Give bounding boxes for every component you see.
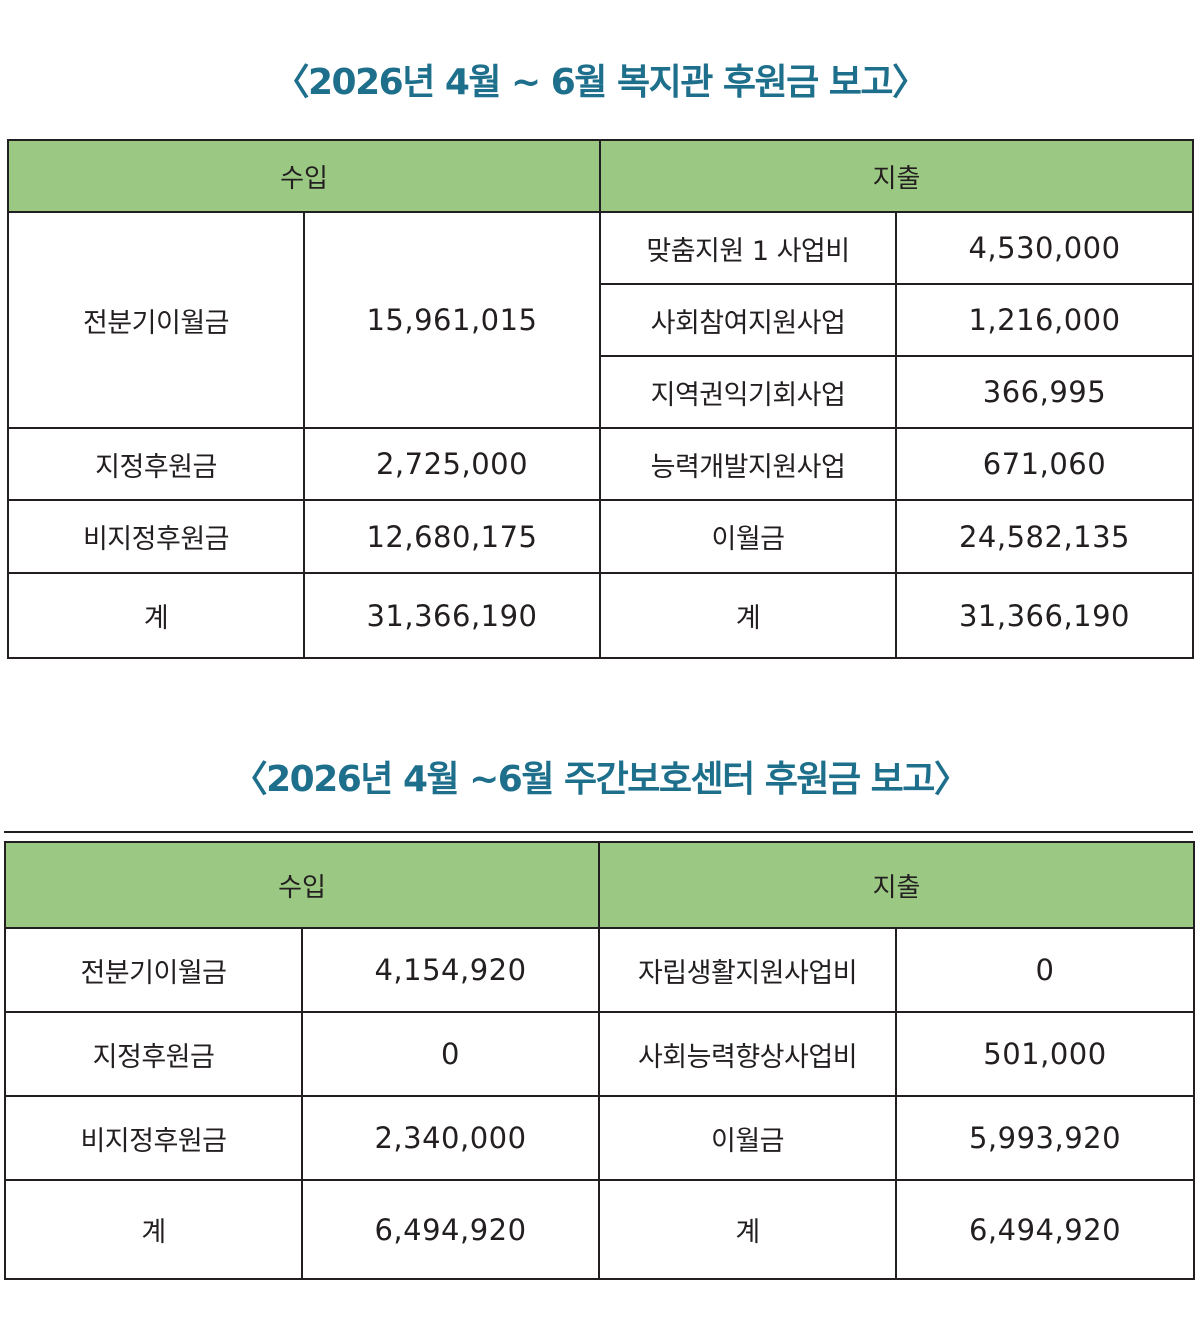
total-row: 계 31,366,190 계 31,366,190 — [7, 572, 1194, 659]
table-row: 전분기이월금 15,961,015 맞춤지원 1 사업비 4,530,000 — [7, 211, 1194, 429]
total-row: 계 6,494,920 계 6,494,920 — [4, 1179, 1195, 1280]
table-row: 전분기이월금 4,154,920 자립생활지원사업비 0 — [4, 927, 1195, 1013]
income-value: 2,725,000 — [303, 427, 601, 501]
table-row: 지역권익기회사업 366,995 — [8, 355, 1194, 429]
income-label: 지정후원금 — [7, 427, 305, 501]
table-row: 사회참여지원사업 1,216,000 — [8, 283, 1194, 357]
expense-total-value: 6,494,920 — [895, 1179, 1195, 1280]
report-title-welfare-center: 〈2026년 4월 ~ 6월 복지관 후원금 보고〉 — [273, 62, 928, 103]
income-total-label: 계 — [4, 1179, 303, 1280]
table-header-row: 수입 지출 — [7, 139, 1194, 213]
day-care-center-donation-table: 수입 지출 전분기이월금 4,154,920 자립생활지원사업비 0 지정후원금… — [4, 841, 1195, 1280]
report-title-day-care-center: 〈2026년 4월 ~6월 주간보호센터 후원금 보고〉 — [231, 759, 970, 800]
expense-header: 지출 — [598, 841, 1195, 929]
expense-label: 사회참여지원사업 — [599, 283, 897, 357]
expense-value: 24,582,135 — [895, 499, 1194, 574]
expense-header: 지출 — [599, 139, 1194, 213]
income-value: 4,154,920 — [301, 927, 600, 1013]
expense-value: 5,993,920 — [895, 1095, 1195, 1181]
income-value: 0 — [301, 1011, 600, 1097]
expense-label: 사회능력향상사업비 — [598, 1011, 897, 1097]
income-header: 수입 — [7, 139, 601, 213]
expense-total-value: 31,366,190 — [895, 572, 1194, 659]
expense-label: 맞춤지원 1 사업비 — [599, 211, 897, 285]
income-label: 비지정후원금 — [7, 499, 305, 574]
income-value: 2,340,000 — [301, 1095, 600, 1181]
income-header: 수입 — [4, 841, 600, 929]
income-total-label: 계 — [7, 572, 305, 659]
expense-total-label: 계 — [599, 572, 897, 659]
expense-value: 1,216,000 — [895, 283, 1194, 357]
expense-value: 671,060 — [895, 427, 1194, 501]
income-value: 12,680,175 — [303, 499, 601, 574]
expense-label: 이월금 — [599, 499, 897, 574]
table-row: 비지정후원금 2,340,000 이월금 5,993,920 — [4, 1095, 1195, 1181]
income-total-value: 31,366,190 — [303, 572, 601, 659]
expense-label: 이월금 — [598, 1095, 897, 1181]
table-row: 비지정후원금 12,680,175 이월금 24,582,135 — [7, 499, 1194, 574]
income-value: 15,961,015 — [303, 211, 601, 429]
income-label: 비지정후원금 — [4, 1095, 303, 1181]
income-label: 지정후원금 — [4, 1011, 303, 1097]
welfare-center-donation-table: 수입 지출 전분기이월금 15,961,015 맞춤지원 1 사업비 4,530… — [7, 139, 1194, 659]
expense-total-label: 계 — [598, 1179, 897, 1280]
expense-value: 4,530,000 — [895, 211, 1194, 285]
expense-label: 능력개발지원사업 — [599, 427, 897, 501]
section-divider — [4, 831, 1193, 833]
expense-value: 0 — [895, 927, 1195, 1013]
expense-label: 자립생활지원사업비 — [598, 927, 897, 1013]
table-header-row: 수입 지출 — [4, 841, 1195, 929]
expense-value: 501,000 — [895, 1011, 1195, 1097]
expense-label: 지역권익기회사업 — [599, 355, 897, 429]
income-label: 전분기이월금 — [4, 927, 303, 1013]
table-row: 지정후원금 2,725,000 능력개발지원사업 671,060 — [7, 427, 1194, 501]
income-total-value: 6,494,920 — [301, 1179, 600, 1280]
table-row: 지정후원금 0 사회능력향상사업비 501,000 — [4, 1011, 1195, 1097]
expense-value: 366,995 — [895, 355, 1194, 429]
income-label: 전분기이월금 — [7, 211, 305, 429]
